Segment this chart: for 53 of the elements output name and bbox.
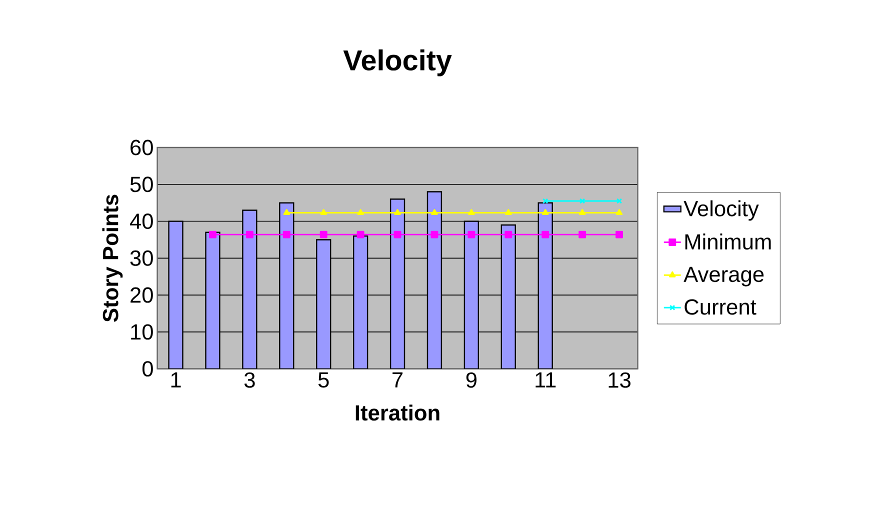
y-tick-label: 60 xyxy=(130,140,153,156)
bar xyxy=(352,235,368,369)
bar xyxy=(279,202,294,369)
point xyxy=(430,230,438,238)
y-tick-label: 10 xyxy=(131,324,153,340)
x-tick-label: 11 xyxy=(536,372,556,388)
point xyxy=(578,230,586,238)
point xyxy=(616,230,624,238)
bar xyxy=(242,209,258,369)
legend-label: Average xyxy=(684,266,764,286)
point xyxy=(579,198,586,204)
y-tick-label: 0 xyxy=(142,360,153,376)
point xyxy=(468,208,475,215)
point xyxy=(356,230,364,238)
legend-label: Minimum xyxy=(685,233,771,250)
point xyxy=(431,208,438,215)
bar xyxy=(500,224,516,369)
point xyxy=(283,208,290,215)
bar xyxy=(426,191,442,369)
legend-label: Current xyxy=(684,299,756,315)
x-axis-title: Iteration xyxy=(356,404,440,420)
point xyxy=(578,208,586,215)
x-tick-label: 1 xyxy=(171,372,181,388)
chart-title: Velocity xyxy=(343,49,452,76)
bar xyxy=(390,198,406,369)
point xyxy=(320,230,328,238)
x-tick-label: 13 xyxy=(608,372,630,388)
x-tick-label: 3 xyxy=(244,372,255,388)
bar xyxy=(316,238,332,369)
y-tick-label: 30 xyxy=(130,250,153,266)
point xyxy=(504,230,512,238)
point xyxy=(320,208,327,215)
point xyxy=(357,208,364,215)
point xyxy=(282,230,290,238)
point xyxy=(394,208,401,215)
y-tick-label: 40 xyxy=(130,213,153,229)
point xyxy=(468,230,476,238)
point xyxy=(505,208,512,215)
point xyxy=(542,208,549,215)
x-tick-label: 9 xyxy=(466,372,476,388)
point xyxy=(616,208,623,215)
bar xyxy=(538,202,553,369)
x-tick-label: 5 xyxy=(318,372,329,388)
y-tick-label: 50 xyxy=(130,176,153,192)
bar xyxy=(464,220,480,369)
point xyxy=(542,230,550,238)
point xyxy=(208,230,216,238)
y-tick-label: 20 xyxy=(130,287,153,303)
point xyxy=(394,230,402,238)
point xyxy=(246,230,254,238)
x-tick-label: 7 xyxy=(392,372,402,388)
legend-label: Velocity xyxy=(684,200,759,221)
y-axis-title: Story Points xyxy=(102,194,123,322)
